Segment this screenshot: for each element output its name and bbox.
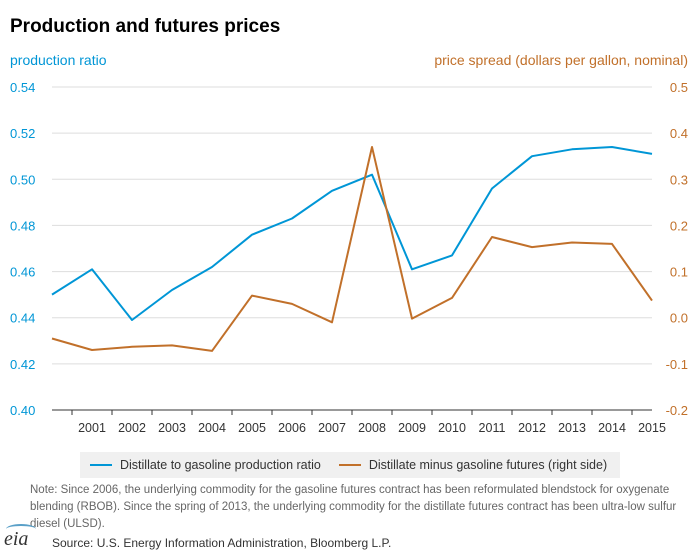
left-axis-title: production ratio: [10, 52, 107, 68]
x-tick-label: 2006: [278, 421, 306, 435]
x-tick-label: 2012: [518, 421, 546, 435]
right-tick-label: 0.4: [670, 126, 688, 141]
series-line-production-ratio: [51, 146, 653, 321]
x-tick-label: 2009: [398, 421, 426, 435]
chart-note: Note: Since 2006, the underlying commodi…: [30, 484, 677, 530]
x-tick-label: 2008: [358, 421, 386, 435]
legend-label: Distillate minus gasoline futures (right…: [368, 458, 608, 472]
x-tick-label: 2007: [318, 421, 346, 435]
x-tick-label: 2013: [558, 421, 586, 435]
chart-source: Source: U.S. Energy Information Administ…: [52, 536, 392, 550]
left-tick-label: 0.42: [10, 357, 35, 372]
x-tick-label: 2011: [479, 421, 506, 435]
right-tick-label: 0.0: [670, 311, 688, 326]
right-axis-title: price spread (dollars per gallon, nomina…: [434, 52, 688, 68]
legend-item-production-ratio: Distillate to gasoline production ratio: [90, 458, 321, 472]
x-tick-label: 2003: [158, 421, 186, 435]
x-tick-label: 2014: [598, 421, 626, 435]
legend-item-futures-spread: Distillate minus gasoline futures (right…: [338, 458, 608, 472]
right-tick-label: -0.1: [666, 357, 688, 372]
legend: Distillate to gasoline production ratio …: [80, 452, 620, 478]
left-tick-label: 0.52: [10, 126, 35, 141]
right-tick-label: 0.1: [670, 265, 688, 280]
legend-swatch-blue: [90, 464, 112, 466]
line-chart: 0.40 0.42 0.44 0.46 0.48 0.50 0.52 0.54 -0.2 -0.1…: [10, 80, 688, 435]
left-tick-label: 0.50: [10, 172, 35, 187]
left-tick-label: 0.46: [10, 265, 35, 280]
chart-title: Production and futures prices: [10, 16, 281, 37]
x-tick-label: 2001: [78, 421, 106, 435]
x-tick-label: 2015: [638, 421, 666, 435]
left-tick-label: 0.54: [10, 80, 35, 95]
left-tick-label: 0.44: [10, 311, 35, 326]
right-tick-label: 0.3: [670, 172, 688, 187]
right-tick-label: 0.2: [670, 218, 688, 233]
legend-swatch-orange: [338, 464, 361, 466]
x-tick-label: 2010: [438, 421, 466, 435]
left-tick-label: 0.48: [10, 218, 35, 233]
x-tick-label: 2004: [198, 421, 226, 435]
x-tick-label: 2005: [238, 421, 266, 435]
x-tick-label: 2002: [118, 421, 146, 435]
legend-label: Distillate to gasoline production ratio: [120, 458, 321, 472]
series-line-futures-spread: [51, 146, 653, 352]
right-tick-label: 0.5: [670, 80, 688, 95]
eia-logo: eia: [4, 524, 36, 551]
left-tick-label: 0.40: [10, 403, 35, 418]
right-tick-label: -0.2: [666, 403, 688, 418]
